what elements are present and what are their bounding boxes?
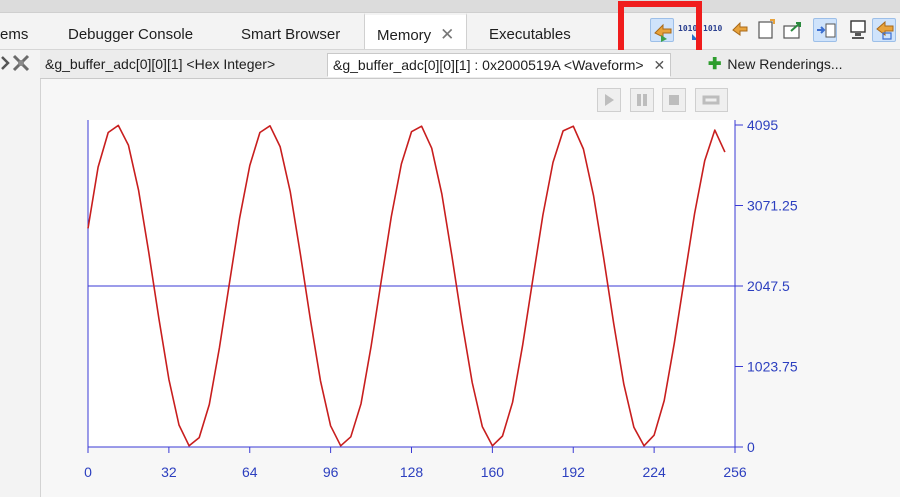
tab-ems[interactable]: ems bbox=[0, 13, 28, 49]
export-icon[interactable] bbox=[781, 18, 805, 42]
display-icon[interactable] bbox=[847, 18, 871, 42]
y-tick-label: 2047.5 bbox=[747, 278, 790, 294]
tab-label: New Renderings... bbox=[727, 56, 843, 72]
play-icon bbox=[605, 94, 614, 106]
view-tab-bar: ems Debugger Console Smart Browser Memor… bbox=[0, 13, 900, 50]
plus-icon: ✚ bbox=[708, 56, 722, 73]
sync-icon[interactable] bbox=[872, 18, 896, 42]
tab-memory[interactable]: Memory ✕ bbox=[364, 13, 468, 49]
x-tick-label: 224 bbox=[642, 464, 666, 480]
tab-label: Debugger Console bbox=[68, 26, 194, 43]
tab-new-renderings[interactable]: ✚ New Renderings... bbox=[703, 53, 848, 77]
loop-button[interactable] bbox=[695, 88, 728, 112]
plot-area bbox=[88, 120, 735, 447]
loop-icon bbox=[702, 95, 720, 105]
x-tick-label: 192 bbox=[562, 464, 586, 480]
x-tick-label: 32 bbox=[161, 464, 177, 480]
tab-executables[interactable]: Executables bbox=[489, 13, 571, 49]
x-tick-label: 64 bbox=[242, 464, 258, 480]
close-icon[interactable]: ✕ bbox=[440, 25, 455, 44]
x-tick-label: 160 bbox=[481, 464, 505, 480]
x-tick-label: 256 bbox=[723, 464, 747, 480]
stop-button[interactable] bbox=[662, 88, 686, 112]
tab-label: Smart Browser bbox=[241, 26, 341, 43]
left-pane bbox=[0, 50, 41, 497]
x-tick-label: 128 bbox=[400, 464, 424, 480]
rendering-tab-bar: &g_buffer_adc[0][0][1] <Hex Integer> &g_… bbox=[40, 50, 900, 79]
y-tick-label: 0 bbox=[747, 439, 755, 455]
tab-label: Executables bbox=[489, 26, 571, 43]
series-line bbox=[87, 124, 726, 447]
refresh-icon[interactable] bbox=[728, 18, 752, 42]
play-button[interactable] bbox=[597, 88, 621, 112]
x-tick-label: 96 bbox=[323, 464, 339, 480]
svg-text:1010: 1010 bbox=[678, 24, 697, 33]
binary-toggle-icon[interactable]: 1010 bbox=[702, 18, 726, 42]
tab-label: &g_buffer_adc[0][0][1] : 0x2000519A <Wav… bbox=[333, 57, 644, 73]
x-tick-label: 0 bbox=[84, 464, 92, 480]
pause-button[interactable] bbox=[630, 88, 654, 112]
y-tick-label: 4095 bbox=[747, 117, 778, 133]
y-tick-label: 1023.75 bbox=[747, 359, 798, 375]
y-tick-label: 3071.25 bbox=[747, 198, 798, 214]
tab-debugger-console[interactable]: Debugger Console bbox=[68, 13, 193, 49]
close-icon[interactable]: ✕ bbox=[653, 57, 666, 73]
new-doc-icon[interactable] bbox=[754, 18, 778, 42]
svg-text:1010: 1010 bbox=[703, 24, 722, 33]
tab-hex-integer[interactable]: &g_buffer_adc[0][0][1] <Hex Integer> bbox=[40, 53, 280, 77]
layout-icon[interactable] bbox=[813, 18, 837, 42]
view-menu-icon[interactable] bbox=[0, 52, 40, 74]
import-memory-icon[interactable] bbox=[650, 18, 674, 42]
tab-smart-browser[interactable]: Smart Browser bbox=[241, 13, 340, 49]
tab-label: Memory bbox=[377, 27, 432, 44]
stop-icon bbox=[669, 95, 679, 105]
tab-label: ems bbox=[0, 26, 29, 43]
tab-label: &g_buffer_adc[0][0][1] <Hex Integer> bbox=[45, 56, 276, 72]
tab-waveform[interactable]: &g_buffer_adc[0][0][1] : 0x2000519A <Wav… bbox=[327, 53, 672, 77]
pause-icon bbox=[637, 94, 647, 106]
